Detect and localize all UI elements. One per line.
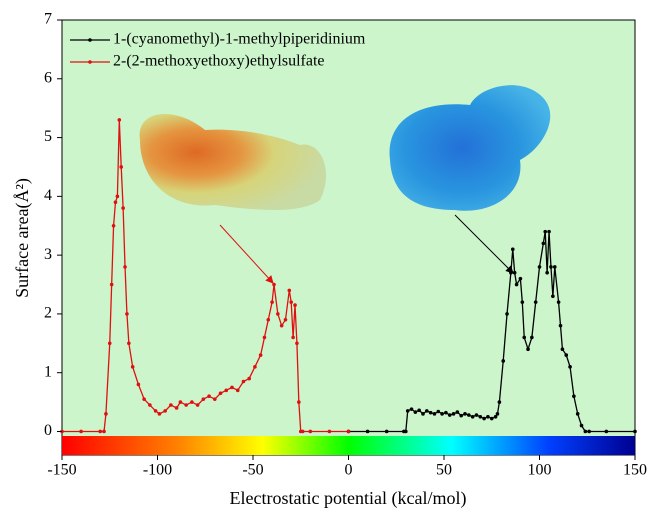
cation-surface: [389, 85, 551, 211]
x-tick-label: -150: [47, 462, 76, 479]
legend-label: 2-(2-methoxyethoxy)ethylsulfate: [113, 53, 325, 70]
color-bar: [62, 436, 635, 455]
data-line: [60, 118, 351, 434]
x-tick-label: -50: [242, 462, 263, 479]
data-line: [346, 229, 637, 434]
x-tick-label: 50: [436, 462, 452, 479]
y-tick-label: 2: [44, 305, 52, 322]
y-tick-label: 6: [44, 69, 52, 86]
anion-arrow: [219, 224, 274, 284]
legend-label: 1-(cyanomethyl)-1-methylpiperidinium: [113, 31, 366, 48]
anion-surface: [139, 113, 327, 210]
x-tick-label: 150: [623, 462, 647, 479]
x-tick-label: 0: [345, 462, 353, 479]
x-axis-title: Electrostatic potential (kcal/mol): [230, 488, 467, 509]
x-tick-label: 100: [528, 462, 552, 479]
y-tick-label: 0: [44, 422, 52, 439]
y-tick-label: 3: [44, 246, 52, 263]
y-axis-title: Surface area(Å²): [12, 178, 33, 298]
y-tick-label: 7: [44, 11, 52, 28]
y-tick-label: 5: [44, 128, 52, 145]
y-tick-label: 1: [44, 363, 52, 380]
x-tick-label: -100: [143, 462, 172, 479]
cation-arrow: [454, 214, 514, 274]
y-tick-label: 4: [44, 187, 52, 204]
